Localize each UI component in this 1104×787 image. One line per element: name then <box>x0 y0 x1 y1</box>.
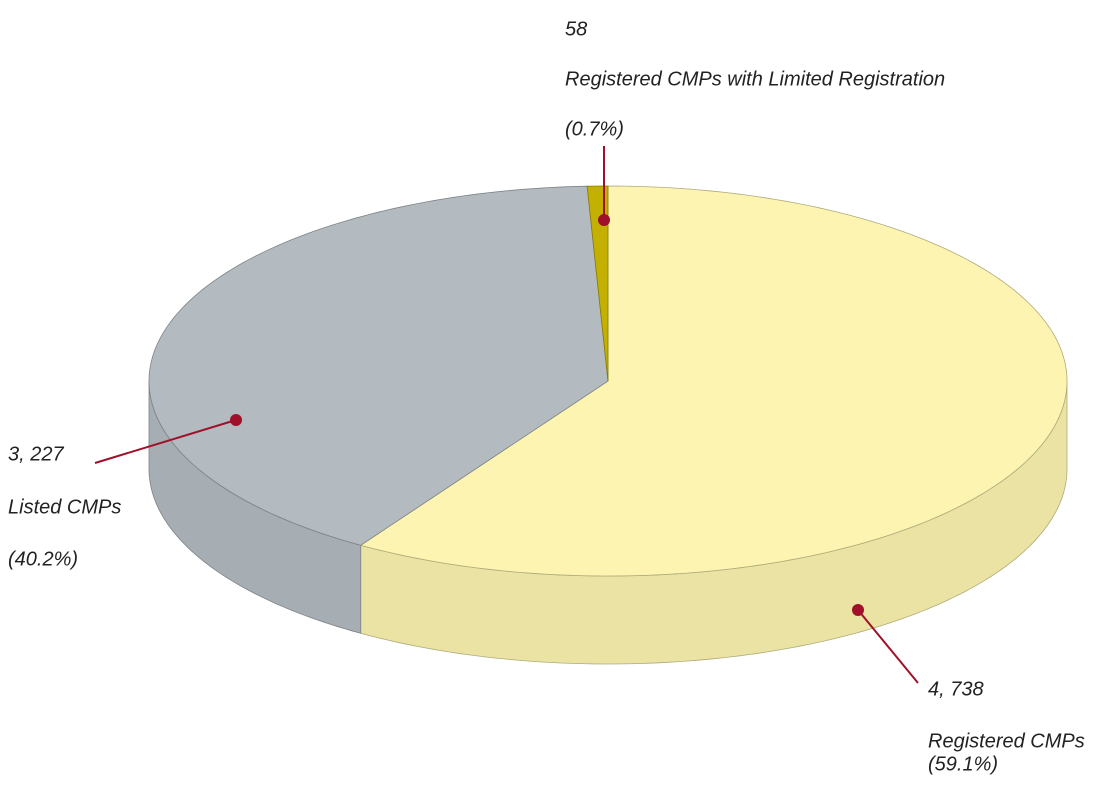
leader-dot <box>598 214 610 226</box>
value-label: 3, 227 <box>8 443 64 465</box>
value-label: 58 <box>565 18 587 40</box>
value-label: 4, 738 <box>928 678 984 700</box>
pie-tops <box>149 186 1067 576</box>
percentage-label: (59.1%) <box>928 753 998 775</box>
page: {"chart_data": { "type": "pie", "categor… <box>0 0 1104 787</box>
chart: 4, 738 Registered CMPs(59.1%) 3, 227 Listed… <box>0 0 1104 787</box>
category-label: Registered CMPs <box>928 730 1085 752</box>
leader-dot <box>852 604 864 616</box>
category-label: Registered CMPs with Limited Registratio… <box>565 68 945 90</box>
percentage-label: (40.2%) <box>8 548 78 570</box>
leader-dot <box>230 414 242 426</box>
percentage-label: (0.7%) <box>565 118 624 140</box>
category-label: Listed CMPs <box>8 496 121 518</box>
